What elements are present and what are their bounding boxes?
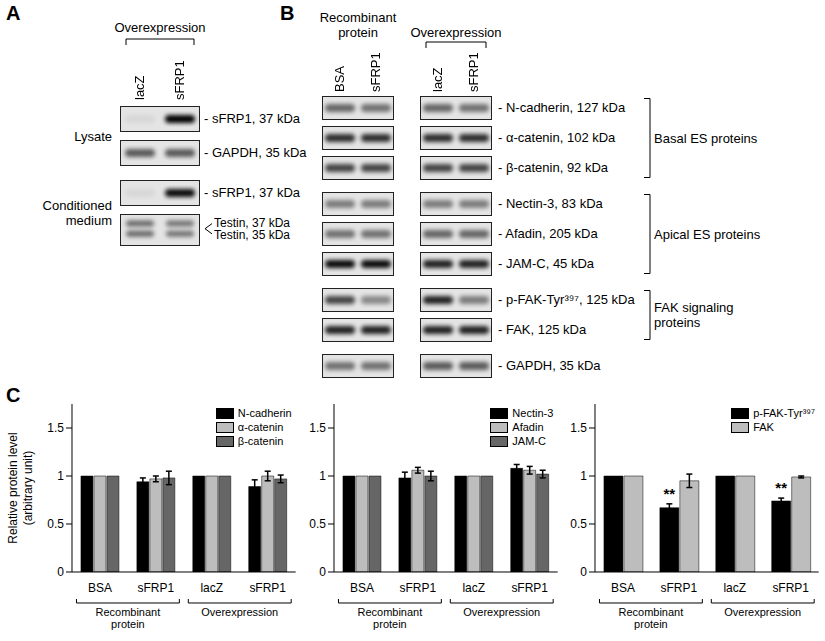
html-text:C: C (6, 384, 21, 406)
svg-text:1.5: 1.5 (309, 421, 326, 435)
html-text:Relative protein level (arbitr: Relative protein level (arbitrary unit) (6, 432, 35, 544)
html-text:- sFRP1, 37 kDa: - sFRP1, 37 kDa (204, 111, 301, 126)
html-text:Afadin: Afadin (512, 421, 544, 433)
html-text:Nectin-3: Nectin-3 (512, 407, 554, 419)
html-text:β-catenin: β-catenin (237, 435, 284, 447)
svg-text:sFRP1: sFRP1 (511, 581, 548, 595)
html-text:sFRP1: sFRP1 (368, 52, 383, 92)
svg-text:Overexpression: Overexpression (201, 606, 278, 618)
svg-text:sFRP1: sFRP1 (661, 581, 698, 595)
html-text:- N-cadherin, 127 kDa: - N-cadherin, 127 kDa (498, 100, 626, 115)
svg-text:sFRP1: sFRP1 (249, 581, 286, 595)
html-text:Basal ES proteins: Basal ES proteins (654, 130, 758, 146)
html-text:- sFRP1, 37 kDa: - sFRP1, 37 kDa (204, 185, 301, 200)
svg-text:0: 0 (57, 565, 64, 579)
html-text:Overexpression: Overexpression (410, 25, 502, 40)
html-text:FAK signaling proteins: FAK signaling proteins (654, 300, 734, 330)
html-text:α-catenin: α-catenin (237, 421, 284, 433)
html-text:Apical ES proteins: Apical ES proteins (654, 226, 761, 242)
html-text:Overexpression: Overexpression (114, 20, 206, 35)
svg-text:sFRP1: sFRP1 (399, 581, 436, 595)
svg-text:Overexpression: Overexpression (725, 606, 802, 618)
svg-text:1.5: 1.5 (571, 421, 588, 435)
svg-text:BSA: BSA (350, 581, 374, 595)
svg-text:1: 1 (581, 469, 588, 483)
svg-text:Overexpression: Overexpression (463, 606, 540, 618)
html-text:sFRP1: sFRP1 (466, 52, 481, 92)
html-text:BSA: BSA (332, 66, 347, 92)
html-text:N-cadherin: N-cadherin (237, 407, 292, 419)
html-text:p-FAK-Tyr³⁹⁷: p-FAK-Tyr³⁹⁷ (753, 407, 815, 419)
html-text:- Nectin-3, 83 kDa: - Nectin-3, 83 kDa (498, 196, 603, 211)
html-text:Testin, 35 kDa: Testin, 35 kDa (214, 227, 290, 242)
html-text:Lysate: Lysate (74, 128, 112, 144)
svg-text:Recombinantprotein: Recombinantprotein (619, 606, 684, 630)
html-text:B: B (280, 2, 295, 24)
svg-text:1: 1 (57, 469, 64, 483)
svg-text:0: 0 (581, 565, 588, 579)
html-text:JAM-C: JAM-C (512, 435, 546, 447)
svg-text:lacZ: lacZ (200, 581, 223, 595)
svg-text:Recombinantprotein: Recombinantprotein (96, 606, 161, 630)
svg-text:0.5: 0.5 (571, 517, 588, 531)
svg-text:0.5: 0.5 (47, 517, 64, 531)
svg-text:**: ** (664, 485, 676, 502)
svg-text:**: ** (776, 479, 788, 496)
html-text:Testin, 37 kDa: Testin, 37 kDa (214, 215, 290, 230)
html-text:- α-catenin, 102 kDa: - α-catenin, 102 kDa (498, 130, 616, 145)
html-text:FAK: FAK (753, 421, 774, 433)
html-text:- β-catenin, 92 kDa: - β-catenin, 92 kDa (498, 160, 609, 175)
svg-text:sFRP1: sFRP1 (138, 581, 175, 595)
html-text:- JAM-C, 45 kDa: - JAM-C, 45 kDa (498, 256, 595, 271)
html-text:Conditioned medium: Conditioned medium (42, 198, 112, 228)
svg-text:BSA: BSA (88, 581, 112, 595)
html-text:- GAPDH, 35 kDa: - GAPDH, 35 kDa (498, 358, 601, 373)
html-text:Recombinant protein: Recombinant protein (319, 10, 397, 40)
svg-text:0: 0 (319, 565, 326, 579)
html-text:lacZ: lacZ (430, 67, 445, 92)
html-text:- GAPDH, 35 kDa: - GAPDH, 35 kDa (204, 145, 307, 160)
html-text:- Afadin, 205 kDa: - Afadin, 205 kDa (498, 226, 598, 241)
html-text:lacZ: lacZ (132, 75, 147, 100)
svg-text:lacZ: lacZ (724, 581, 747, 595)
svg-text:1.5: 1.5 (47, 421, 64, 435)
svg-text:0.5: 0.5 (309, 517, 326, 531)
svg-text:sFRP1: sFRP1 (773, 581, 810, 595)
svg-text:lacZ: lacZ (462, 581, 485, 595)
html-text:sFRP1: sFRP1 (172, 60, 187, 100)
svg-text:Recombinantprotein: Recombinantprotein (357, 606, 422, 630)
svg-text:BSA: BSA (611, 581, 635, 595)
html-text:- p-FAK-Tyr³⁹⁷, 125 kDa: - p-FAK-Tyr³⁹⁷, 125 kDa (498, 292, 635, 307)
svg-text:1: 1 (319, 469, 326, 483)
html-text:A: A (6, 2, 21, 24)
html-text:- FAK, 125 kDa: - FAK, 125 kDa (498, 322, 587, 337)
